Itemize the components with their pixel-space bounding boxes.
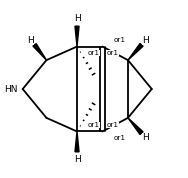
Text: or1: or1: [107, 50, 119, 56]
Text: H: H: [27, 36, 34, 45]
Text: or1: or1: [114, 135, 126, 141]
Polygon shape: [75, 132, 79, 152]
Text: H: H: [74, 155, 80, 164]
Text: H: H: [143, 133, 149, 142]
Text: H: H: [143, 36, 149, 45]
Text: HN: HN: [4, 85, 17, 93]
Text: or1: or1: [88, 50, 100, 56]
Polygon shape: [75, 26, 79, 46]
Polygon shape: [128, 118, 143, 135]
Polygon shape: [33, 44, 46, 60]
Text: or1: or1: [107, 122, 119, 128]
Text: H: H: [74, 14, 80, 23]
Text: or1: or1: [114, 37, 126, 43]
Polygon shape: [128, 43, 143, 60]
Text: or1: or1: [88, 122, 100, 128]
